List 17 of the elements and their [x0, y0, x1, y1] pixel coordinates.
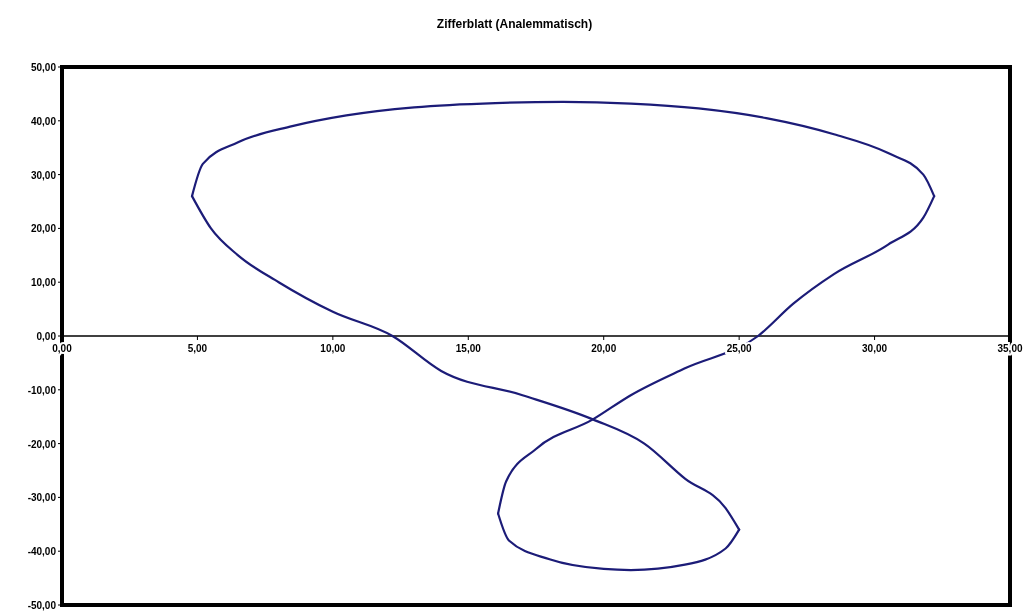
y-tick-label: -50,00	[27, 600, 57, 611]
y-tick-label: 40,00	[30, 115, 57, 127]
x-tick-label: 15,00	[455, 343, 482, 354]
y-tick-label: 10,00	[30, 277, 57, 289]
y-tick-label: 30,00	[30, 169, 57, 181]
y-tick-label: -40,00	[27, 546, 57, 558]
y-tick-label: 50,00	[30, 62, 57, 73]
y-tick-label: 0,00	[36, 331, 57, 342]
y-tick-label: 20,00	[30, 223, 57, 235]
y-tick-label: -20,00	[27, 438, 57, 450]
x-tick-label: 5,00	[187, 343, 208, 354]
x-tick-label: 20,00	[591, 343, 617, 354]
chart-title: Zifferblatt (Analemmatisch)	[436, 17, 593, 31]
y-tick-label: -30,00	[27, 492, 57, 504]
y-tick-label: -10,00	[27, 384, 57, 396]
x-tick-label: 30,00	[862, 343, 888, 354]
x-tick-label: 10,00	[320, 343, 346, 354]
